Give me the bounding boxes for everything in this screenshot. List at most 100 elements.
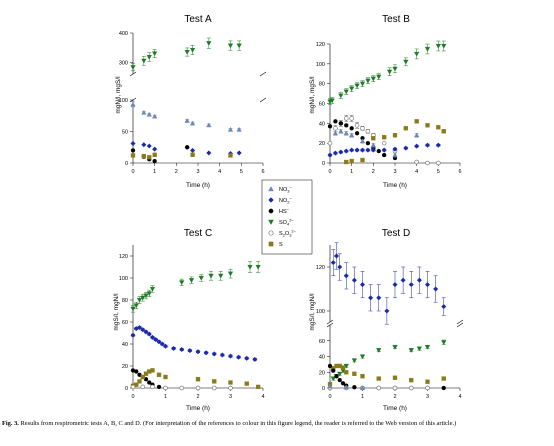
axis-break-mark: [456, 322, 464, 328]
data-point: [255, 264, 261, 270]
axis-break-mark: [456, 319, 464, 325]
data-point: [343, 384, 349, 390]
data-point: [146, 143, 152, 149]
data-point: [382, 152, 387, 158]
data-point: [376, 376, 381, 381]
data-point: [359, 282, 366, 288]
data-point: [141, 142, 147, 148]
x-tick-label: 5: [240, 169, 243, 175]
y-axis-label: mgN/l, mgS/l: [309, 76, 316, 114]
data-point: [136, 324, 143, 331]
panel-title: Test D: [382, 228, 410, 239]
y-tick-label: 40: [319, 355, 325, 361]
data-point: [152, 152, 157, 157]
x-tick-label: 3: [229, 394, 232, 400]
data-point: [163, 385, 168, 391]
data-point: [343, 273, 349, 279]
data-point: [359, 354, 366, 360]
series-sulfate: [130, 37, 242, 72]
data-point: [343, 148, 349, 154]
data-point: [386, 69, 393, 75]
x-axis-label: Time (h): [186, 182, 210, 189]
data-point: [140, 295, 146, 301]
x-tick-label: 3: [196, 169, 199, 175]
legend-marker: [268, 186, 274, 192]
data-point: [351, 358, 358, 364]
data-point: [414, 51, 420, 57]
data-point: [159, 341, 165, 347]
legend-item-sulfide: HS−: [268, 207, 290, 215]
y-tick-label: 0: [125, 161, 128, 167]
data-point: [441, 43, 447, 49]
data-point: [140, 374, 145, 380]
data-point: [365, 147, 371, 153]
data-point: [227, 271, 234, 277]
y-tick-label: 0: [125, 386, 128, 392]
data-point: [130, 140, 136, 147]
data-point: [392, 66, 398, 72]
data-point: [365, 141, 371, 146]
series-nitrate: [130, 101, 242, 132]
data-point: [365, 129, 371, 134]
x-tick-label: 6: [458, 169, 461, 175]
data-point: [381, 140, 387, 146]
data-point: [211, 351, 217, 357]
series-nitrate: [327, 383, 366, 391]
data-point: [190, 152, 195, 157]
data-point: [344, 159, 349, 165]
y-tick-label: 20: [122, 364, 128, 370]
data-point: [425, 123, 430, 128]
data-point: [340, 381, 346, 386]
data-point: [188, 278, 195, 283]
data-point: [354, 131, 360, 136]
data-point: [195, 377, 201, 382]
data-point: [130, 384, 136, 390]
data-point: [392, 385, 398, 391]
data-point: [327, 140, 333, 146]
data-point: [244, 355, 250, 361]
data-point: [156, 384, 162, 390]
data-point: [332, 150, 338, 156]
data-point: [370, 147, 376, 153]
x-tick-label: 2: [393, 394, 396, 400]
data-point: [403, 145, 409, 151]
data-point: [338, 121, 343, 126]
legend-marker: [268, 219, 274, 225]
data-point: [327, 383, 333, 389]
data-point: [416, 346, 423, 352]
y-axis-label: mgS/l, mgN/l: [309, 293, 316, 331]
panel-title: Test B: [382, 14, 410, 25]
data-point: [359, 138, 366, 144]
legend-label: SO42−: [279, 218, 294, 227]
series-nitrite: [330, 242, 447, 325]
data-point: [352, 385, 357, 390]
data-point: [340, 365, 346, 370]
data-point: [376, 295, 382, 301]
data-point: [424, 345, 431, 350]
data-point: [349, 126, 354, 131]
data-point: [140, 327, 146, 333]
series-sulfur: [344, 119, 446, 165]
data-point: [414, 143, 420, 149]
data-point: [330, 376, 336, 382]
data-point: [255, 384, 261, 390]
series-nitrite: [327, 142, 441, 158]
data-point: [130, 101, 136, 107]
data-point: [435, 43, 441, 49]
data-point: [337, 264, 343, 270]
data-point: [163, 374, 168, 380]
series-sulfate: [130, 261, 261, 313]
data-point: [184, 118, 190, 123]
data-point: [130, 306, 136, 312]
data-point: [414, 119, 419, 124]
legend-item-thiosulfate: S2O32−: [268, 229, 297, 238]
legend-box: [261, 179, 313, 255]
x-tick-label: 1: [153, 169, 156, 175]
data-point: [408, 348, 414, 353]
data-point: [333, 253, 340, 259]
data-point: [218, 273, 224, 279]
data-point: [179, 385, 185, 391]
data-point: [392, 133, 398, 138]
